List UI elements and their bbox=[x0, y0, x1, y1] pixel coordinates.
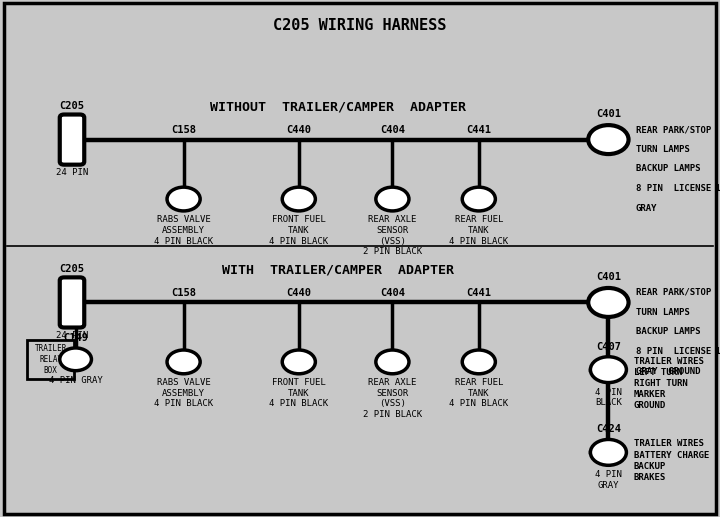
Text: TRAILER WIRES
BATTERY CHARGE
BACKUP
BRAKES: TRAILER WIRES BATTERY CHARGE BACKUP BRAK… bbox=[634, 439, 709, 482]
Circle shape bbox=[588, 125, 629, 154]
Text: C441: C441 bbox=[467, 126, 491, 135]
Text: REAR FUEL
TANK
4 PIN BLACK: REAR FUEL TANK 4 PIN BLACK bbox=[449, 215, 508, 246]
Text: REAR PARK/STOP: REAR PARK/STOP bbox=[636, 125, 711, 134]
Text: WITH  TRAILER/CAMPER  ADAPTER: WITH TRAILER/CAMPER ADAPTER bbox=[222, 264, 454, 277]
Text: C440: C440 bbox=[287, 126, 311, 135]
Text: REAR PARK/STOP: REAR PARK/STOP bbox=[636, 288, 711, 297]
Text: 24 PIN: 24 PIN bbox=[56, 168, 88, 177]
Circle shape bbox=[590, 439, 626, 465]
Text: 4 PIN
BLACK: 4 PIN BLACK bbox=[595, 388, 622, 407]
Text: BACKUP LAMPS: BACKUP LAMPS bbox=[636, 327, 701, 336]
FancyBboxPatch shape bbox=[27, 340, 74, 378]
Text: GRAY  GROUND: GRAY GROUND bbox=[636, 367, 701, 375]
Text: C205: C205 bbox=[60, 264, 84, 274]
Circle shape bbox=[376, 187, 409, 211]
Text: REAR AXLE
SENSOR
(VSS)
2 PIN BLACK: REAR AXLE SENSOR (VSS) 2 PIN BLACK bbox=[363, 378, 422, 419]
Text: 8 PIN  LICENSE LAMPS: 8 PIN LICENSE LAMPS bbox=[636, 184, 720, 193]
Text: WITHOUT  TRAILER/CAMPER  ADAPTER: WITHOUT TRAILER/CAMPER ADAPTER bbox=[210, 101, 467, 114]
Text: C404: C404 bbox=[380, 288, 405, 298]
Text: TRAILER WIRES
LEFT TURN
RIGHT TURN
MARKER
GROUND: TRAILER WIRES LEFT TURN RIGHT TURN MARKE… bbox=[634, 357, 703, 410]
Text: C441: C441 bbox=[467, 288, 491, 298]
Text: BACKUP LAMPS: BACKUP LAMPS bbox=[636, 164, 701, 173]
Circle shape bbox=[462, 350, 495, 374]
Text: C205: C205 bbox=[60, 101, 84, 112]
Circle shape bbox=[282, 350, 315, 374]
Circle shape bbox=[60, 348, 91, 371]
Circle shape bbox=[462, 187, 495, 211]
Circle shape bbox=[590, 357, 626, 383]
Text: C205 WIRING HARNESS: C205 WIRING HARNESS bbox=[274, 18, 446, 33]
Circle shape bbox=[167, 350, 200, 374]
FancyBboxPatch shape bbox=[60, 277, 84, 328]
Text: REAR FUEL
TANK
4 PIN BLACK: REAR FUEL TANK 4 PIN BLACK bbox=[449, 378, 508, 408]
Text: 24 PIN: 24 PIN bbox=[56, 331, 88, 340]
Text: C424: C424 bbox=[596, 424, 621, 434]
Text: C401: C401 bbox=[596, 109, 621, 119]
Text: C149: C149 bbox=[63, 333, 88, 343]
Text: C407: C407 bbox=[596, 342, 621, 352]
FancyBboxPatch shape bbox=[60, 115, 84, 164]
Circle shape bbox=[588, 288, 629, 317]
Text: FRONT FUEL
TANK
4 PIN BLACK: FRONT FUEL TANK 4 PIN BLACK bbox=[269, 215, 328, 246]
Text: RABS VALVE
ASSEMBLY
4 PIN BLACK: RABS VALVE ASSEMBLY 4 PIN BLACK bbox=[154, 378, 213, 408]
Circle shape bbox=[376, 350, 409, 374]
Text: 4 PIN GRAY: 4 PIN GRAY bbox=[49, 376, 102, 385]
Text: C440: C440 bbox=[287, 288, 311, 298]
Text: C158: C158 bbox=[171, 288, 196, 298]
Text: 4 PIN
GRAY: 4 PIN GRAY bbox=[595, 470, 622, 490]
Text: GRAY: GRAY bbox=[636, 204, 657, 212]
Circle shape bbox=[282, 187, 315, 211]
Text: TURN LAMPS: TURN LAMPS bbox=[636, 308, 690, 316]
Text: REAR AXLE
SENSOR
(VSS)
2 PIN BLACK: REAR AXLE SENSOR (VSS) 2 PIN BLACK bbox=[363, 215, 422, 256]
Circle shape bbox=[167, 187, 200, 211]
Text: TRAILER
RELAY
BOX: TRAILER RELAY BOX bbox=[35, 344, 67, 375]
Text: TURN LAMPS: TURN LAMPS bbox=[636, 145, 690, 154]
Text: RABS VALVE
ASSEMBLY
4 PIN BLACK: RABS VALVE ASSEMBLY 4 PIN BLACK bbox=[154, 215, 213, 246]
Text: C404: C404 bbox=[380, 126, 405, 135]
Text: C158: C158 bbox=[171, 126, 196, 135]
Text: FRONT FUEL
TANK
4 PIN BLACK: FRONT FUEL TANK 4 PIN BLACK bbox=[269, 378, 328, 408]
Text: 8 PIN  LICENSE LAMPS: 8 PIN LICENSE LAMPS bbox=[636, 347, 720, 356]
Text: C401: C401 bbox=[596, 272, 621, 282]
